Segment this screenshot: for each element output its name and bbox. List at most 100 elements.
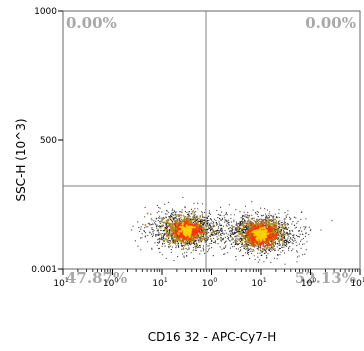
event-dot [227, 252, 229, 254]
event-dot [181, 244, 183, 246]
event-dot [305, 232, 307, 234]
event-dot [137, 245, 139, 247]
event-dot [292, 248, 294, 250]
event-dot [212, 231, 215, 234]
event-dot [242, 238, 244, 240]
event-dot [286, 232, 289, 234]
event-dot [265, 251, 267, 254]
event-dot [208, 245, 210, 247]
event-dot [220, 229, 222, 231]
event-dot [239, 246, 241, 248]
event-dot [233, 231, 235, 233]
event-dot [262, 245, 265, 248]
event-dot [166, 227, 169, 229]
event-dot [168, 230, 170, 232]
event-dot [269, 239, 271, 242]
event-dot [273, 257, 275, 259]
event-dot [229, 226, 231, 229]
event-dot [174, 242, 177, 245]
event-dot [279, 244, 281, 246]
event-dot [163, 236, 165, 238]
event-dot [224, 253, 226, 255]
event-dot [214, 240, 216, 242]
event-dot [147, 226, 149, 228]
event-dot [161, 238, 163, 240]
event-dot [263, 252, 265, 254]
event-dot [171, 213, 173, 215]
event-dot [271, 215, 273, 217]
event-dot [201, 222, 203, 224]
event-dot [219, 246, 221, 248]
event-dot [259, 259, 261, 261]
event-dot [264, 222, 266, 224]
event-dot [235, 259, 237, 261]
event-dot [257, 211, 260, 213]
event-dot [182, 214, 185, 217]
event-dot [249, 220, 251, 222]
event-dot [223, 253, 225, 255]
event-dot [231, 243, 233, 245]
event-dot [293, 216, 295, 218]
event-dot [179, 222, 182, 225]
event-dot [169, 240, 172, 242]
event-dot [237, 232, 240, 235]
event-dot [143, 230, 145, 232]
event-dot [267, 222, 270, 224]
event-dot [266, 239, 269, 243]
event-dot [232, 232, 234, 234]
event-dot [297, 220, 299, 223]
event-dot [262, 248, 265, 251]
event-dot [150, 233, 153, 235]
x-axis-ticks: 101 100 101 100 101 100 101 [53, 269, 364, 289]
event-dot [247, 241, 249, 244]
event-dot [265, 217, 267, 219]
event-dot [157, 234, 159, 236]
event-dot [242, 254, 244, 257]
event-dot [169, 223, 172, 226]
event-dot [163, 239, 166, 242]
event-dot [257, 252, 259, 254]
event-dot [285, 216, 287, 218]
event-dot [310, 228, 312, 230]
event-dot [215, 229, 218, 232]
event-dot [239, 250, 241, 252]
event-dot [194, 245, 197, 248]
event-dot [169, 225, 172, 228]
event-dot [251, 228, 254, 231]
event-dot [244, 220, 246, 222]
event-dot [283, 236, 286, 238]
event-dot [235, 239, 237, 242]
event-dot [212, 223, 214, 225]
event-dot [301, 239, 303, 241]
event-dot [159, 215, 161, 217]
event-dot [144, 236, 146, 238]
event-dot [220, 235, 222, 237]
event-dot [262, 219, 265, 222]
event-dot [170, 215, 172, 217]
event-dot [244, 205, 246, 207]
event-dot [193, 257, 195, 260]
event-dot [282, 230, 285, 233]
event-dot [201, 229, 203, 231]
event-dot [271, 219, 274, 221]
event-dot [234, 240, 236, 242]
event-dot [248, 252, 250, 254]
event-dot [225, 240, 227, 242]
event-dot [173, 209, 175, 212]
event-dot [182, 239, 185, 242]
event-dot [274, 248, 276, 250]
event-dot [285, 227, 288, 230]
event-dot [255, 229, 258, 232]
event-dot [268, 223, 271, 226]
event-dot [223, 233, 225, 235]
event-dot [235, 228, 237, 230]
event-dot [241, 239, 244, 242]
event-dot [268, 229, 271, 232]
event-dot [216, 222, 218, 224]
event-dot [268, 213, 270, 215]
event-dot [218, 234, 220, 236]
event-dot [169, 218, 172, 220]
event-dot [220, 234, 222, 236]
event-dot [171, 239, 174, 241]
event-dot [230, 235, 232, 238]
